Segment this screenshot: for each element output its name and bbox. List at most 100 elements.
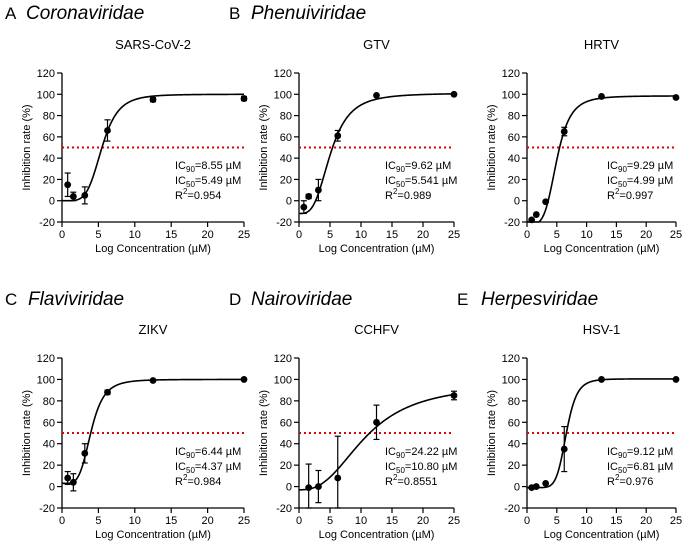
x-tick-label: 10 bbox=[580, 229, 592, 241]
y-tick-label: 40 bbox=[43, 439, 55, 451]
stat-value-r2: =0.976 bbox=[619, 476, 653, 488]
x-tick-label: 20 bbox=[201, 515, 213, 527]
y-tick-label: 120 bbox=[502, 68, 520, 80]
y-tick-label: 100 bbox=[502, 374, 520, 386]
data-point bbox=[528, 216, 536, 224]
group-letter-a: A bbox=[5, 4, 17, 23]
group-letter-c: C bbox=[5, 290, 17, 309]
stat-value-ic90: =24.22 µM bbox=[405, 446, 458, 458]
y-tick-label: -20 bbox=[504, 503, 520, 515]
stat-ic90: IC90=9.62 µM bbox=[385, 160, 451, 174]
stat-value-ic90: =9.62 µM bbox=[405, 160, 451, 172]
y-tick-label: -20 bbox=[276, 503, 292, 515]
fit-curve bbox=[527, 95, 676, 223]
stat-ic90: IC90=9.12 µM bbox=[607, 446, 673, 460]
x-tick-label: 10 bbox=[129, 229, 141, 241]
stat-value-ic50: =4.37 µM bbox=[195, 461, 241, 473]
x-tick-label: 25 bbox=[448, 229, 460, 241]
y-tick-label: 100 bbox=[37, 89, 55, 101]
y-tick-label: 120 bbox=[37, 68, 55, 80]
stat-ic90: IC90=8.55 µM bbox=[175, 160, 241, 174]
x-tick-label: 0 bbox=[59, 515, 65, 527]
x-tick-label: 15 bbox=[165, 515, 177, 527]
y-tick-label: 40 bbox=[43, 153, 55, 165]
stat-value-r2: =0.954 bbox=[187, 190, 221, 202]
stat-r2: R2=0.997 bbox=[607, 187, 653, 202]
data-point bbox=[149, 96, 157, 104]
data-point bbox=[240, 95, 248, 102]
stat-value-r2: =0.997 bbox=[619, 190, 653, 202]
y-tick-label: 20 bbox=[43, 460, 55, 472]
data-point bbox=[373, 91, 380, 99]
chart-panel-6: HSV-1 -20 0 20 40 60 80 100 120 0 5 10 15 20 25 Log Con… bbox=[486, 322, 682, 541]
y-tick-label: 20 bbox=[280, 460, 292, 472]
stat-ic50: IC50=5.541 µM bbox=[385, 175, 457, 189]
y-tick-label: -20 bbox=[39, 217, 55, 229]
data-point bbox=[542, 198, 550, 206]
stat-r2: R2=0.976 bbox=[607, 473, 653, 488]
x-tick-label: 15 bbox=[165, 229, 177, 241]
stat-value-ic90: =8.55 µM bbox=[195, 160, 241, 172]
stat-ic90: IC90=6.44 µM bbox=[175, 446, 241, 460]
data-point bbox=[81, 191, 89, 199]
x-tick-label: 10 bbox=[355, 515, 367, 527]
x-tick-label: 25 bbox=[238, 515, 250, 527]
y-tick-label: 80 bbox=[280, 396, 292, 408]
stat-value-r2: =0.8551 bbox=[397, 476, 437, 488]
stat-ic50: IC50=4.99 µM bbox=[607, 175, 673, 189]
group-letter-e: E bbox=[457, 290, 468, 309]
x-tick-label: 25 bbox=[670, 515, 682, 527]
stat-ic90: IC90=24.22 µM bbox=[385, 446, 457, 460]
data-point bbox=[69, 478, 77, 486]
y-axis-label: Inhibition rate (%) bbox=[21, 390, 33, 476]
fit-curve bbox=[62, 93, 244, 202]
y-tick-label: 80 bbox=[280, 111, 292, 123]
data-point bbox=[532, 211, 540, 218]
x-tick-label: 15 bbox=[610, 515, 622, 527]
group-family-c: Flaviviridae bbox=[28, 289, 124, 310]
x-tick-label: 20 bbox=[640, 515, 652, 527]
chart-title: GTV bbox=[363, 37, 390, 52]
y-tick-label: -20 bbox=[39, 503, 55, 515]
stat-value-r2: =0.984 bbox=[187, 476, 221, 488]
y-axis-label: Inhibition rate (%) bbox=[486, 104, 498, 190]
fit-curve bbox=[299, 93, 455, 215]
x-tick-label: 0 bbox=[524, 229, 530, 241]
x-axis-label: Log Concentration (µM) bbox=[319, 529, 435, 541]
y-tick-label: 40 bbox=[280, 153, 292, 165]
x-tick-label: 10 bbox=[355, 229, 367, 241]
y-tick-label: 20 bbox=[43, 174, 55, 186]
chart-title: HRTV bbox=[584, 37, 619, 52]
x-tick-label: 5 bbox=[554, 229, 560, 241]
y-tick-label: 0 bbox=[49, 482, 55, 494]
y-axis-label: Inhibition rate (%) bbox=[258, 104, 270, 190]
group-family-e: Herpesviridae bbox=[481, 289, 598, 310]
x-tick-label: 0 bbox=[59, 229, 65, 241]
x-tick-label: 15 bbox=[386, 229, 398, 241]
y-tick-label: 100 bbox=[37, 374, 55, 386]
stat-r2: R2=0.8551 bbox=[385, 473, 437, 488]
y-tick-label: 120 bbox=[274, 68, 292, 80]
data-point bbox=[532, 483, 540, 490]
y-tick-label: 0 bbox=[286, 482, 292, 494]
y-tick-label: 60 bbox=[280, 417, 292, 429]
data-point bbox=[240, 376, 248, 383]
chart-title: ZIKV bbox=[139, 322, 168, 337]
stat-r2: R2=0.989 bbox=[385, 187, 431, 202]
stat-value-ic50: =5.541 µM bbox=[405, 175, 458, 187]
y-tick-label: 20 bbox=[508, 460, 520, 472]
y-tick-label: 60 bbox=[508, 132, 520, 144]
x-tick-label: 20 bbox=[417, 515, 429, 527]
stat-value-ic50: =10.80 µM bbox=[405, 461, 458, 473]
stat-ic50: IC50=4.37 µM bbox=[175, 461, 241, 475]
stat-value-ic90: =9.12 µM bbox=[627, 446, 673, 458]
x-axis-label: Log Concentration (µM) bbox=[544, 243, 660, 255]
y-tick-label: 0 bbox=[286, 196, 292, 208]
y-tick-label: 20 bbox=[280, 174, 292, 186]
stat-ic50: IC50=6.81 µM bbox=[607, 461, 673, 475]
y-axis-label: Inhibition rate (%) bbox=[258, 390, 270, 476]
y-tick-label: 60 bbox=[43, 417, 55, 429]
y-tick-label: 100 bbox=[502, 89, 520, 101]
